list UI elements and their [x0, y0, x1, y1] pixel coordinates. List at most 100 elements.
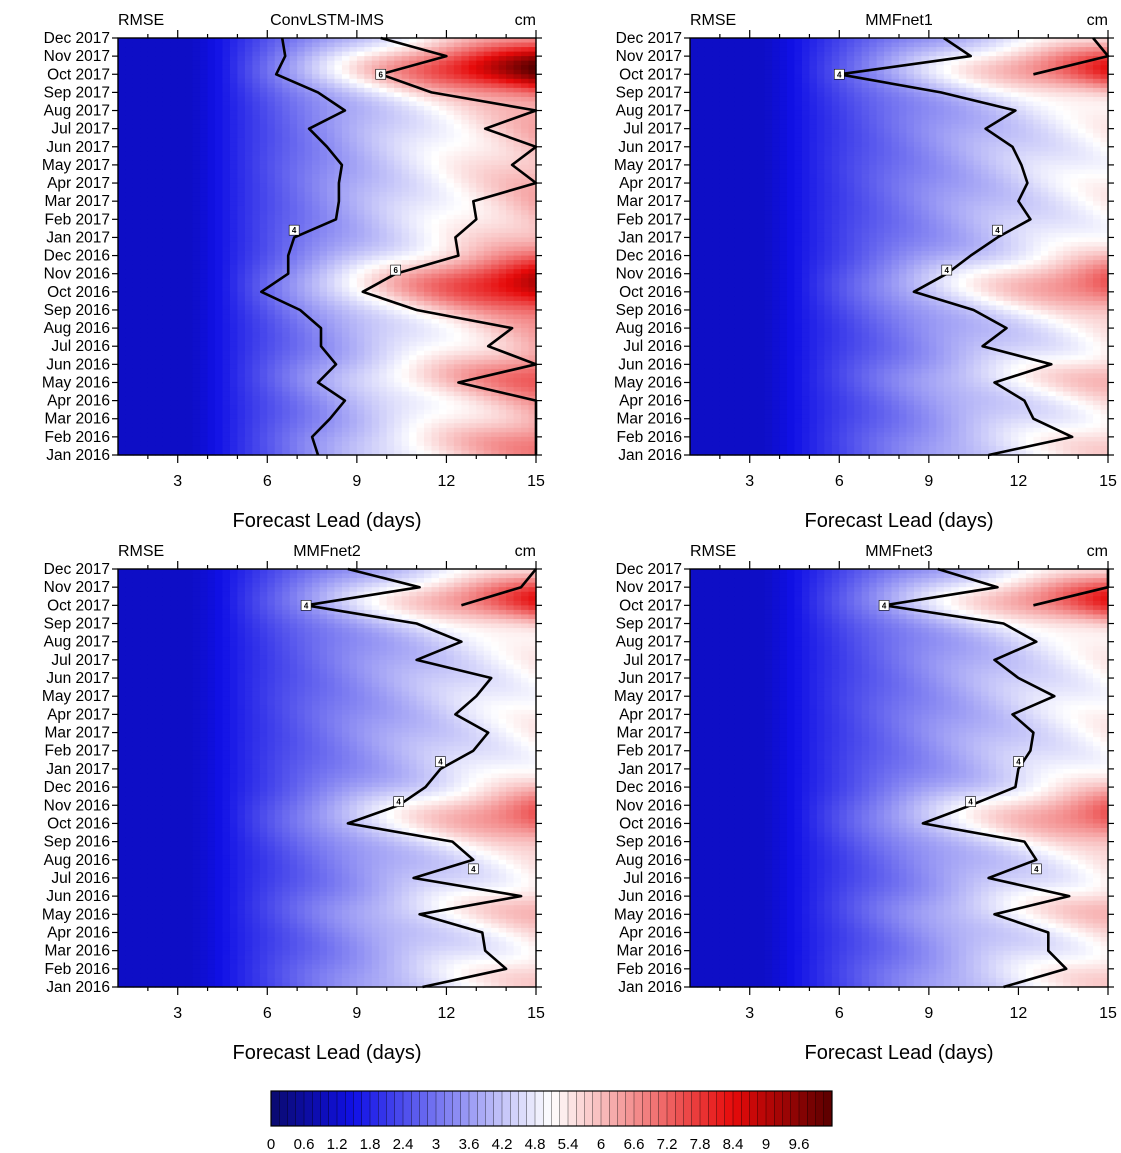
heatmap-cell	[357, 174, 365, 179]
heatmap-cell	[484, 360, 492, 365]
heatmap-cell	[133, 247, 141, 252]
heatmap-cell	[275, 265, 283, 270]
heatmap-cell	[237, 410, 245, 415]
heatmap-cell	[439, 346, 447, 351]
heatmap-cell	[178, 142, 186, 147]
heatmap-cell	[163, 387, 171, 392]
heatmap-cell	[252, 364, 260, 369]
heatmap-cell	[424, 233, 432, 238]
heatmap-cell	[208, 111, 216, 116]
heatmap-cell	[320, 310, 328, 315]
heatmap-cell	[439, 355, 447, 360]
heatmap-cell	[163, 165, 171, 170]
heatmap-cell	[297, 124, 305, 129]
heatmap-cell	[133, 387, 141, 392]
heatmap-cell	[245, 129, 253, 134]
heatmap-cell	[342, 142, 350, 147]
heatmap-cell	[118, 251, 126, 256]
heatmap-cell	[379, 233, 387, 238]
heatmap-cell	[133, 219, 141, 224]
heatmap-cell	[312, 219, 320, 224]
heatmap-cell	[230, 269, 238, 274]
heatmap-cell	[446, 378, 454, 383]
heatmap-cell	[223, 283, 231, 288]
heatmap-cell	[200, 169, 208, 174]
heatmap-cell	[424, 247, 432, 252]
heatmap-cell	[267, 38, 275, 43]
heatmap-cell	[282, 292, 290, 297]
heatmap-cell	[387, 233, 395, 238]
heatmap-cell	[305, 147, 313, 152]
heatmap-cell	[260, 260, 268, 265]
heatmap-cell	[357, 133, 365, 138]
heatmap-cell	[305, 120, 313, 125]
heatmap-cell	[424, 396, 432, 401]
heatmap-cell	[379, 106, 387, 111]
heatmap-cell	[237, 269, 245, 274]
heatmap-cell	[424, 446, 432, 451]
heatmap-cell	[200, 224, 208, 229]
heatmap-cell	[409, 446, 417, 451]
heatmap-cell	[148, 342, 156, 347]
heatmap-cell	[133, 314, 141, 319]
heatmap-cell	[305, 247, 313, 252]
heatmap-cell	[491, 52, 499, 57]
heatmap-cell	[245, 414, 253, 419]
heatmap-cell	[349, 174, 357, 179]
heatmap-cell	[327, 428, 335, 433]
heatmap-cell	[267, 188, 275, 193]
heatmap-cell	[200, 124, 208, 129]
heatmap-cell	[364, 237, 372, 242]
heatmap-cell	[200, 269, 208, 274]
heatmap-cell	[297, 373, 305, 378]
heatmap-cell	[439, 65, 447, 70]
heatmap-cell	[312, 169, 320, 174]
heatmap-cell	[514, 215, 522, 220]
heatmap-cell	[491, 251, 499, 256]
heatmap-cell	[297, 392, 305, 397]
heatmap-cell	[275, 373, 283, 378]
heatmap-cell	[305, 396, 313, 401]
heatmap-cell	[185, 188, 193, 193]
heatmap-cell	[320, 129, 328, 134]
heatmap-cell	[252, 160, 260, 165]
heatmap-cell	[178, 228, 186, 233]
heatmap-cell	[446, 133, 454, 138]
heatmap-cell	[290, 160, 298, 165]
heatmap-cell	[432, 183, 440, 188]
heatmap-cell	[230, 228, 238, 233]
heatmap-cell	[178, 314, 186, 319]
heatmap-cell	[140, 446, 148, 451]
heatmap-cell	[208, 410, 216, 415]
heatmap-cell	[484, 133, 492, 138]
heatmap-cell	[163, 219, 171, 224]
heatmap-cell	[237, 328, 245, 333]
heatmap-cell	[476, 165, 484, 170]
heatmap-cell	[163, 101, 171, 106]
heatmap-cell	[140, 428, 148, 433]
heatmap-cell	[237, 296, 245, 301]
heatmap-cell	[185, 169, 193, 174]
heatmap-cell	[446, 274, 454, 279]
heatmap-cell	[185, 115, 193, 120]
heatmap-cell	[454, 138, 462, 143]
heatmap-cell	[155, 38, 163, 43]
heatmap-cell	[148, 228, 156, 233]
heatmap-cell	[155, 197, 163, 202]
heatmap-cell	[252, 369, 260, 374]
heatmap-cell	[267, 206, 275, 211]
heatmap-cell	[372, 169, 380, 174]
heatmap-cell	[297, 169, 305, 174]
heatmap-cell	[379, 224, 387, 229]
heatmap-cell	[237, 360, 245, 365]
heatmap-cell	[357, 346, 365, 351]
heatmap-cell	[454, 120, 462, 125]
heatmap-cell	[364, 301, 372, 306]
heatmap-cell	[312, 351, 320, 356]
heatmap-cell	[424, 70, 432, 75]
heatmap-cell	[476, 138, 484, 143]
heatmap-cell	[305, 92, 313, 97]
heatmap-cell	[499, 396, 507, 401]
heatmap-cell	[245, 56, 253, 61]
heatmap-cell	[484, 256, 492, 261]
